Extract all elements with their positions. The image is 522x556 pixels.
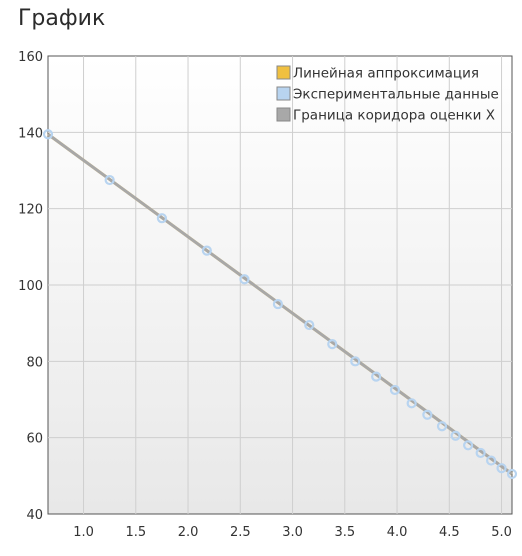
data-point	[389, 384, 401, 396]
legend-swatch	[276, 107, 291, 122]
x-tick-label: 1.5	[125, 525, 146, 540]
y-tick-label: 40	[26, 508, 43, 523]
x-tick-label: 2.5	[230, 525, 251, 540]
data-point	[350, 356, 361, 367]
legend-swatch	[276, 65, 291, 80]
data-point	[506, 468, 518, 480]
data-point	[475, 447, 486, 459]
series-line-2	[47, 133, 513, 476]
x-tick-label: 1.0	[73, 525, 94, 540]
data-point	[156, 213, 168, 224]
x-tick-label: 3.0	[282, 525, 303, 540]
data-point	[422, 409, 433, 420]
legend: Линейная аппроксимация Экспериментальные …	[276, 65, 499, 124]
data-point	[436, 421, 448, 432]
data-point	[496, 463, 507, 474]
data-points	[42, 129, 518, 480]
data-point	[463, 440, 474, 451]
data-point	[304, 319, 315, 331]
y-tick-label: 120	[18, 203, 43, 218]
data-point	[272, 298, 284, 310]
y-tick-label: 140	[18, 126, 43, 141]
data-point	[327, 339, 338, 350]
data-point	[201, 245, 212, 256]
y-tick-label: 160	[18, 50, 43, 65]
data-point	[450, 430, 461, 441]
x-tick-label: 4.5	[439, 525, 460, 540]
x-tick-label: 2.0	[178, 525, 199, 540]
legend-label: Линейная аппроксимация	[293, 66, 479, 82]
x-tick-label: 5.0	[491, 525, 512, 540]
chart-title: График	[18, 6, 106, 31]
grid	[48, 56, 512, 514]
series-lines	[47, 133, 513, 476]
legend-label: Экспериментальные данные	[293, 87, 499, 103]
data-point	[42, 129, 54, 140]
y-tick-label: 100	[18, 279, 43, 294]
y-tick-label: 60	[26, 432, 43, 447]
legend-swatch	[276, 86, 291, 101]
x-tick-label: 3.5	[334, 525, 355, 540]
data-point	[371, 371, 382, 382]
tick-labels: 1.0 1.5 2.0 2.5 3.0 3.5 4.0 4.5 5.0 40 60 80 100 120 1…	[18, 50, 512, 540]
x-tick-label: 4.0	[387, 525, 408, 540]
data-point	[104, 174, 115, 186]
data-point	[485, 455, 497, 466]
legend-label: Граница коридора оценки X	[293, 108, 495, 124]
data-point	[406, 398, 417, 409]
y-tick-label: 80	[26, 355, 43, 370]
data-point	[239, 274, 250, 285]
